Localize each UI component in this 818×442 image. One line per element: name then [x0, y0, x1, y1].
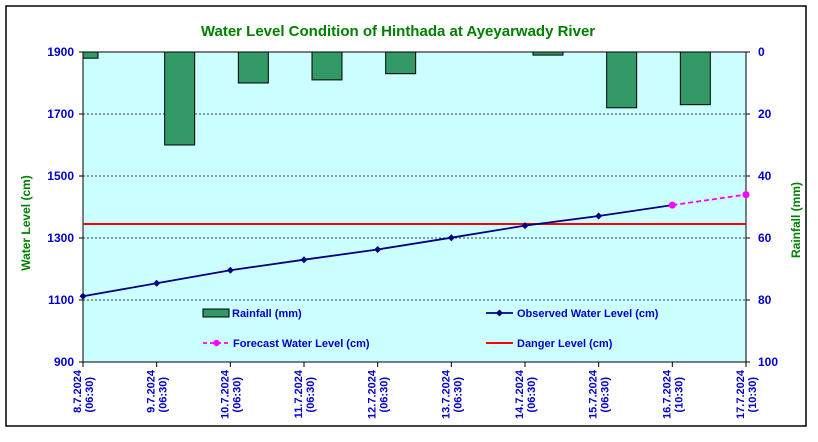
x-tick-label: 12.7.2024(06:30) [367, 369, 391, 419]
legend-forecast-marker [213, 339, 220, 347]
chart-title: Water Level Condition of Hinthada at Aye… [201, 23, 595, 40]
x-tick-time: (10:30) [747, 377, 759, 413]
observed-point [447, 234, 455, 242]
water-level-lines [79, 191, 750, 300]
legend-forecast-label: Forecast Water Level (cm) [233, 338, 370, 350]
y2-tick-label: 0 [758, 45, 765, 59]
x-tick-time: (06:30) [158, 377, 170, 413]
y2-axis-label: Rainfall (mm) [789, 182, 803, 258]
legend-danger-label: Danger Level (cm) [517, 338, 613, 350]
y-tick-label: 1100 [48, 293, 74, 307]
y2-tick-label: 60 [758, 231, 772, 245]
x-tick-date: 12.7.2024 [367, 369, 379, 419]
x-tick-date: 13.7.2024 [440, 369, 452, 419]
y2-tick-label: 80 [758, 293, 772, 307]
x-tick-date: 17.7.2024 [735, 369, 747, 419]
rainfall-bar [164, 51, 196, 146]
observed-point [521, 222, 529, 230]
y-tick-label: 1300 [47, 231, 74, 245]
x-tick-time: (06:30) [84, 377, 96, 413]
x-tick-label: 10.7.2024(06:30) [219, 369, 243, 419]
y-tick-label: 1700 [47, 107, 74, 121]
legend-rainfall-swatch [202, 308, 230, 318]
x-tick-date: 8.7.2024 [72, 369, 84, 413]
observed-point [595, 212, 603, 220]
legend-observed-label: Observed Water Level (cm) [517, 308, 659, 320]
y2-tick-label: 100 [758, 355, 778, 369]
x-tick-time: (06:30) [305, 377, 317, 413]
x-tick-label: 17.7.2024(10:30) [735, 369, 759, 419]
x-tick-date: 11.7.2024 [293, 369, 305, 418]
forecast-line [672, 193, 747, 207]
x-tick-date: 14.7.2024 [514, 369, 526, 419]
x-tick-time: (10:30) [673, 377, 685, 413]
x-tick-date: 10.7.2024 [219, 369, 231, 419]
observed-point [300, 256, 308, 264]
observed-point [374, 245, 382, 253]
rainfall-bar [606, 51, 638, 109]
rainfall-bar [679, 51, 711, 106]
y2-tick-label: 20 [758, 107, 772, 121]
x-tick-time: (06:30) [526, 377, 538, 413]
x-tick-time: (06:30) [231, 377, 243, 413]
rainfall-bars [82, 51, 711, 146]
x-tick-label: 8.7.2024(06:30) [72, 369, 96, 413]
y-tick-label: 1900 [47, 45, 74, 59]
y2-tick-label: 40 [758, 169, 772, 183]
legend-observed-marker [496, 309, 503, 317]
x-tick-time: (06:30) [452, 377, 464, 413]
x-tick-date: 16.7.2024 [661, 369, 673, 419]
y-tick-label: 1500 [47, 169, 74, 183]
y-axis-label: Water Level (cm) [19, 175, 33, 271]
x-tick-label: 16.7.2024(10:30) [661, 369, 685, 419]
x-tick-label: 15.7.2024(06:30) [588, 369, 612, 419]
x-tick-label: 9.7.2024(06:30) [146, 369, 170, 413]
observed-point [226, 266, 234, 274]
forecast-point [668, 201, 676, 209]
rainfall-bar [82, 51, 99, 59]
x-tick-label: 14.7.2024(06:30) [514, 369, 538, 419]
legend-rainfall-label: Rainfall (mm) [232, 308, 302, 320]
x-tick-date: 9.7.2024 [146, 369, 158, 413]
rainfall-bar [237, 51, 269, 84]
axes-layer: 900 1100 1300 1500 1700 1900 0 20 40 60 80 100 8.7.2… [47, 45, 778, 419]
x-tick-label: 11.7.2024(06:30) [293, 369, 317, 418]
y-tick-label: 900 [54, 355, 74, 369]
legend: Rainfall (mm) Observed Water Level (cm) Fo… [202, 308, 659, 350]
observed-point [79, 292, 87, 300]
rainfall-bar [532, 51, 564, 56]
x-tick-time: (06:30) [600, 377, 612, 413]
rainfall-bar [311, 51, 343, 81]
x-tick-label: 13.7.2024(06:30) [440, 369, 464, 419]
observed-point [153, 279, 161, 287]
x-tick-date: 15.7.2024 [588, 369, 600, 419]
rainfall-bar [385, 51, 417, 75]
forecast-point [742, 191, 750, 199]
x-tick-time: (06:30) [379, 377, 391, 413]
